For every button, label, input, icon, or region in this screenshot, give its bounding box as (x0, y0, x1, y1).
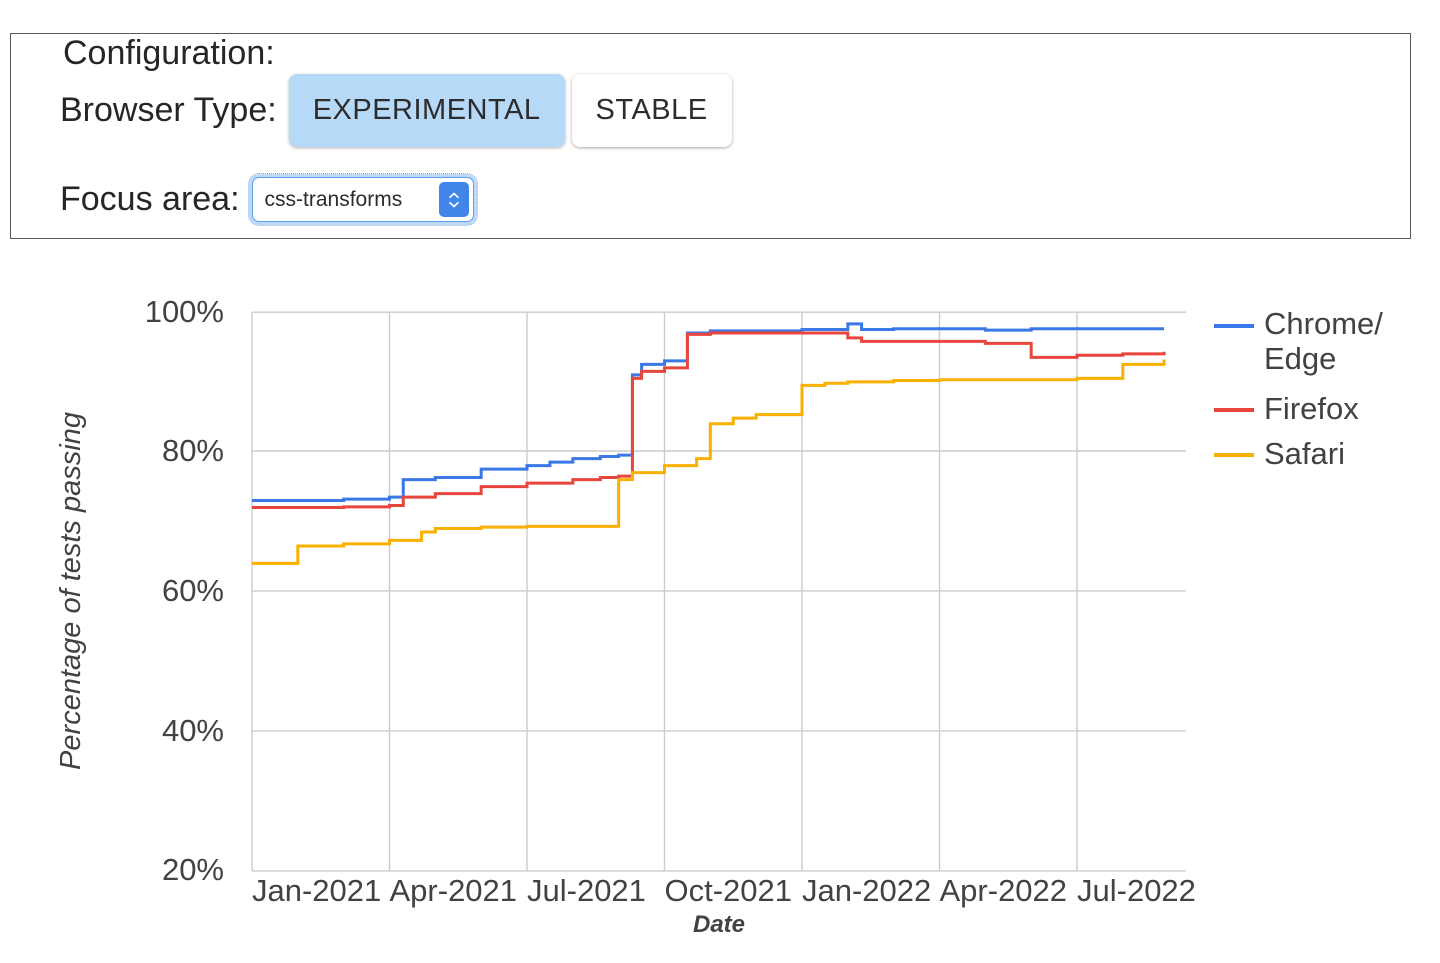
svg-text:60%: 60% (162, 573, 224, 608)
svg-text:Percentage of tests passing: Percentage of tests passing (55, 412, 87, 770)
svg-text:Jan-2021: Jan-2021 (252, 873, 381, 908)
svg-text:Jul-2021: Jul-2021 (527, 873, 646, 908)
svg-text:Oct-2021: Oct-2021 (665, 873, 793, 908)
svg-text:Jan-2022: Jan-2022 (802, 873, 931, 908)
svg-text:40%: 40% (162, 713, 224, 748)
svg-text:Firefox: Firefox (1264, 391, 1359, 426)
svg-text:Edge: Edge (1264, 341, 1336, 376)
svg-text:Jul-2022: Jul-2022 (1077, 873, 1196, 908)
svg-text:Safari: Safari (1264, 436, 1345, 471)
svg-text:Apr-2022: Apr-2022 (940, 873, 1068, 908)
svg-text:80%: 80% (162, 433, 224, 468)
svg-text:Date: Date (693, 911, 745, 938)
svg-text:100%: 100% (145, 294, 224, 329)
svg-text:Chrome/: Chrome/ (1264, 306, 1383, 341)
svg-text:20%: 20% (162, 852, 224, 887)
svg-text:Apr-2021: Apr-2021 (390, 873, 518, 908)
